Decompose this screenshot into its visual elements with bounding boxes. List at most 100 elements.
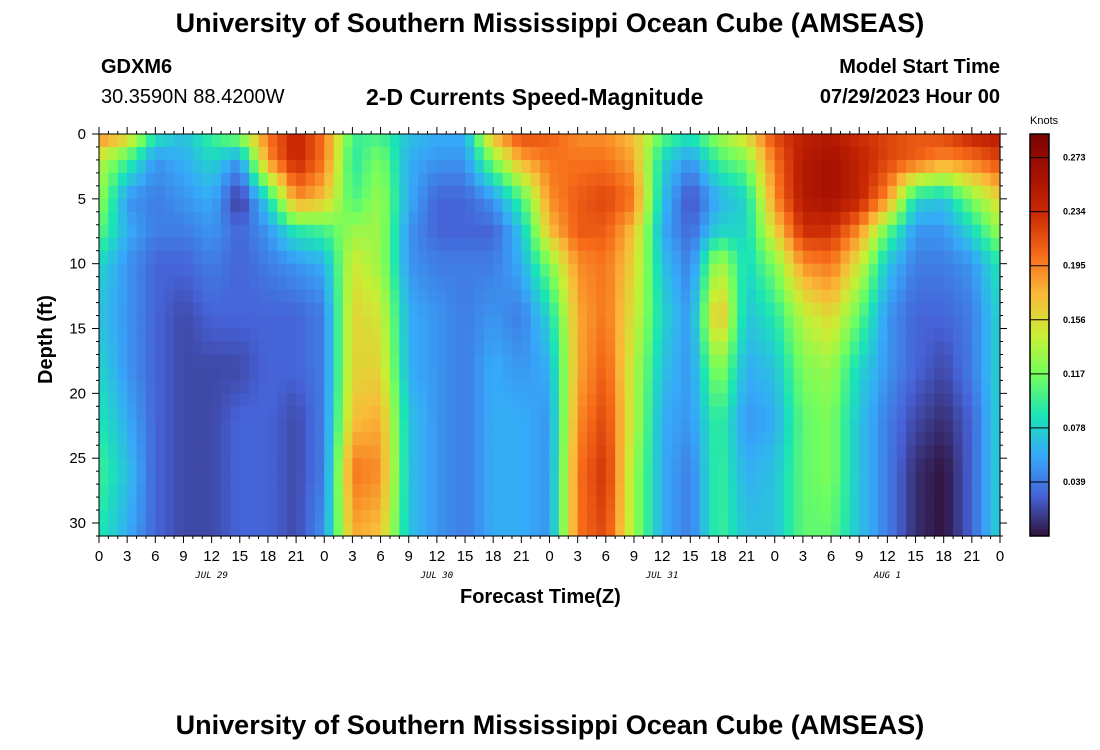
heatmap-cell xyxy=(755,159,766,174)
heatmap-cell xyxy=(493,354,504,369)
heatmap-cell xyxy=(746,445,757,459)
heatmap-cell xyxy=(230,211,241,226)
heatmap-cell xyxy=(896,367,907,381)
heatmap-cell xyxy=(192,354,203,369)
heatmap-cell xyxy=(962,341,973,356)
heatmap-cell xyxy=(643,315,654,330)
heatmap-cell xyxy=(117,328,128,343)
heatmap-cell xyxy=(577,302,588,317)
heatmap-cell xyxy=(849,510,860,524)
heatmap-cell xyxy=(202,341,213,356)
heatmap-cell xyxy=(934,380,945,394)
heatmap-cell xyxy=(446,497,457,511)
heatmap-cell xyxy=(896,263,907,278)
heatmap-cell xyxy=(474,211,485,226)
heatmap-cell xyxy=(239,237,250,252)
heatmap-cell xyxy=(305,328,316,343)
heatmap-cell xyxy=(305,263,316,278)
heatmap-cell xyxy=(333,497,344,511)
heatmap-cell xyxy=(324,315,335,330)
heatmap-cell xyxy=(343,432,354,446)
heatmap-cell xyxy=(192,445,203,459)
heatmap-cell xyxy=(934,484,945,498)
heatmap-cell xyxy=(333,367,344,381)
heatmap-cell xyxy=(849,419,860,433)
heatmap-cell xyxy=(239,445,250,459)
heatmap-cell xyxy=(737,276,748,291)
heatmap-cell xyxy=(267,432,278,446)
heatmap-cell xyxy=(633,328,644,343)
heatmap-cell xyxy=(971,523,982,537)
heatmap-cell xyxy=(915,185,926,200)
heatmap-cell xyxy=(812,393,823,407)
heatmap-cell xyxy=(877,172,888,187)
heatmap-cell xyxy=(136,341,147,356)
heatmap-cell xyxy=(277,471,288,485)
heatmap-cell xyxy=(183,276,194,291)
heatmap-cell xyxy=(408,276,419,291)
heatmap-cell xyxy=(934,224,945,239)
heatmap-cell xyxy=(267,367,278,381)
heatmap-cell xyxy=(502,276,513,291)
heatmap-cells xyxy=(99,134,1001,537)
x-tick-label: 3 xyxy=(123,548,131,565)
heatmap-cell xyxy=(549,367,560,381)
heatmap-cell xyxy=(371,159,382,174)
heatmap-cell xyxy=(117,367,128,381)
heatmap-cell xyxy=(436,432,447,446)
heatmap-cell xyxy=(971,354,982,369)
heatmap-cell xyxy=(399,211,410,226)
heatmap-cell xyxy=(249,471,260,485)
heatmap-cell xyxy=(296,276,307,291)
heatmap-cell xyxy=(943,263,954,278)
heatmap-cell xyxy=(934,185,945,200)
heatmap-cell xyxy=(605,510,616,524)
heatmap-cell xyxy=(849,458,860,472)
heatmap-cell xyxy=(971,393,982,407)
heatmap-cell xyxy=(605,146,616,161)
heatmap-cell xyxy=(136,185,147,200)
heatmap-cell xyxy=(502,341,513,356)
heatmap-cell xyxy=(474,172,485,187)
heatmap-cell xyxy=(511,250,522,265)
heatmap-cell xyxy=(812,341,823,356)
heatmap-cell xyxy=(915,497,926,511)
heatmap-cell xyxy=(643,302,654,317)
heatmap-cell xyxy=(699,250,710,265)
x-tick-label: 0 xyxy=(771,548,779,565)
heatmap-cell xyxy=(971,159,982,174)
heatmap-cell xyxy=(793,406,804,420)
heatmap-cell xyxy=(540,276,551,291)
heatmap-cell xyxy=(840,406,851,420)
heatmap-cell xyxy=(887,406,898,420)
heatmap-cell xyxy=(558,237,569,252)
heatmap-cell xyxy=(906,445,917,459)
heatmap-cell xyxy=(493,523,504,537)
heatmap-cell xyxy=(530,523,541,537)
heatmap-cell xyxy=(324,302,335,317)
heatmap-cell xyxy=(680,380,691,394)
x-tick-label: 15 xyxy=(682,548,699,565)
heatmap-cell xyxy=(427,315,438,330)
heatmap-cell xyxy=(502,458,513,472)
heatmap-cell xyxy=(211,134,222,148)
heatmap-cell xyxy=(924,432,935,446)
heatmap-cell xyxy=(286,367,297,381)
y-tick-label: 25 xyxy=(69,450,86,467)
heatmap-cell xyxy=(540,341,551,356)
heatmap-cell xyxy=(174,523,185,537)
heatmap-cell xyxy=(596,341,607,356)
x-tick-label: 18 xyxy=(935,548,952,565)
heatmap-cell xyxy=(765,523,776,537)
heatmap-cell xyxy=(802,172,813,187)
heatmap-cell xyxy=(108,237,119,252)
heatmap-cell xyxy=(774,302,785,317)
heatmap-cell xyxy=(446,432,457,446)
heatmap-cell xyxy=(596,172,607,187)
heatmap-cell xyxy=(324,510,335,524)
heatmap-cell xyxy=(108,380,119,394)
heatmap-cell xyxy=(605,367,616,381)
heatmap-cell xyxy=(436,445,447,459)
heatmap-cell xyxy=(915,276,926,291)
heatmap-cell xyxy=(155,302,166,317)
